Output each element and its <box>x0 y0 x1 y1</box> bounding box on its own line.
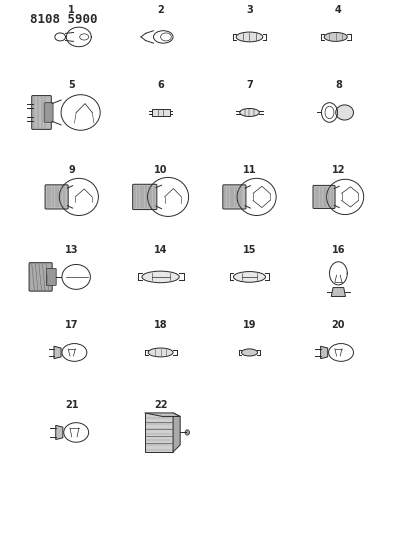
Text: 18: 18 <box>154 320 167 330</box>
Text: 13: 13 <box>65 245 79 255</box>
Text: 1: 1 <box>68 5 75 15</box>
FancyBboxPatch shape <box>29 263 52 291</box>
Bar <box>152 109 169 116</box>
Text: 22: 22 <box>154 400 167 410</box>
Ellipse shape <box>324 33 347 42</box>
Polygon shape <box>173 413 180 452</box>
Text: 14: 14 <box>154 245 167 255</box>
Polygon shape <box>56 425 63 440</box>
Polygon shape <box>321 346 328 359</box>
Ellipse shape <box>148 348 173 357</box>
FancyBboxPatch shape <box>32 95 51 130</box>
Text: 10: 10 <box>154 165 167 175</box>
Text: 15: 15 <box>243 245 256 255</box>
Text: 12: 12 <box>332 165 345 175</box>
FancyBboxPatch shape <box>44 103 53 122</box>
Text: 11: 11 <box>243 165 256 175</box>
Text: 8108 5900: 8108 5900 <box>30 13 97 26</box>
Ellipse shape <box>336 105 353 120</box>
Text: 6: 6 <box>157 80 164 90</box>
Ellipse shape <box>236 32 263 42</box>
Text: 21: 21 <box>65 400 79 410</box>
Ellipse shape <box>242 349 258 356</box>
Text: 8: 8 <box>335 80 342 90</box>
Text: 20: 20 <box>332 320 345 330</box>
Polygon shape <box>331 288 346 296</box>
Ellipse shape <box>185 430 189 435</box>
Polygon shape <box>54 346 61 359</box>
FancyBboxPatch shape <box>133 184 157 209</box>
Ellipse shape <box>233 272 266 282</box>
FancyBboxPatch shape <box>45 185 68 209</box>
Ellipse shape <box>240 109 259 117</box>
Text: 17: 17 <box>65 320 79 330</box>
Ellipse shape <box>142 271 179 282</box>
Text: 7: 7 <box>246 80 253 90</box>
FancyBboxPatch shape <box>46 269 56 285</box>
Text: 3: 3 <box>246 5 253 15</box>
Text: 16: 16 <box>332 245 345 255</box>
FancyBboxPatch shape <box>313 185 335 208</box>
Text: 19: 19 <box>243 320 256 330</box>
Text: 2: 2 <box>157 5 164 15</box>
Polygon shape <box>145 413 180 416</box>
FancyBboxPatch shape <box>223 185 246 209</box>
Text: 5: 5 <box>68 80 75 90</box>
Text: 4: 4 <box>335 5 342 15</box>
Text: 9: 9 <box>68 165 75 175</box>
Polygon shape <box>145 413 173 452</box>
